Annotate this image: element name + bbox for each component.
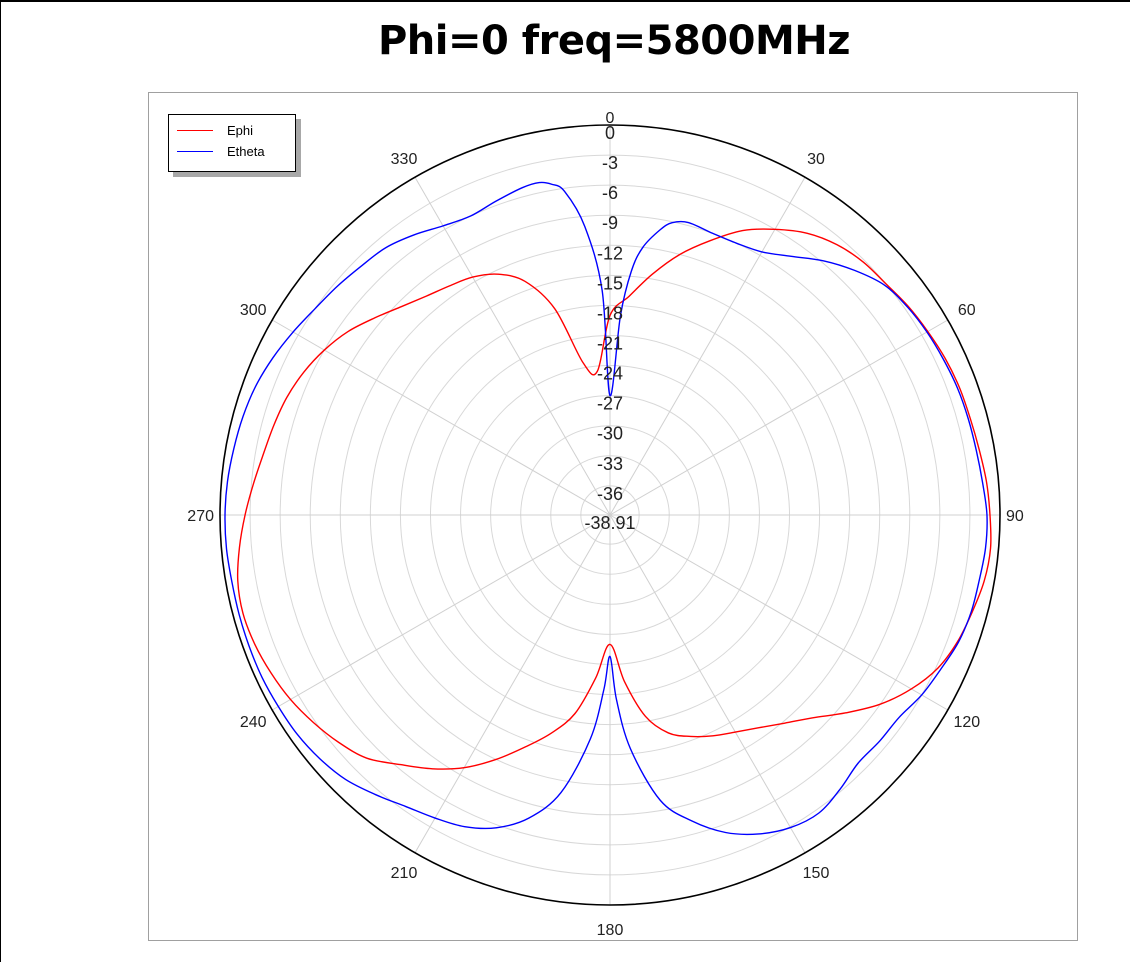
grid-spoke [609, 514, 806, 853]
grid-spoke [609, 177, 806, 516]
radial-tick-label: -9 [602, 213, 618, 233]
radial-tick-label: -33 [597, 454, 623, 474]
legend-label-ephi: Ephi [227, 122, 254, 138]
radial-tick-label: -27 [597, 394, 623, 414]
legend-item-ephi: Ephi [177, 121, 253, 139]
grid-spoke [414, 177, 611, 516]
grid-layer [219, 124, 1001, 906]
angle-tick-label: 30 [807, 151, 825, 168]
left-border-line [0, 0, 1, 962]
radial-tick-label: -3 [602, 153, 618, 173]
angle-tick-label: 240 [240, 714, 267, 731]
label-layer: 0 30 60 90 120 150 180 210 240 270 300 330 0 -3 -6 -9 -1… [187, 110, 1024, 939]
angle-tick-label: 300 [240, 302, 267, 319]
angle-tick-label: 150 [803, 865, 830, 882]
radial-tick-label: -30 [597, 424, 623, 444]
radial-tick-label: -24 [597, 364, 623, 384]
angle-tick-label: 330 [391, 151, 418, 168]
grid-spoke [609, 514, 948, 711]
angle-tick-label: 210 [391, 865, 418, 882]
angle-tick-label: 270 [187, 508, 214, 525]
angle-tick-label: 120 [953, 714, 980, 731]
grid-spoke [609, 319, 948, 516]
radial-tick-label: -6 [602, 183, 618, 203]
radial-tick-label: -18 [597, 303, 623, 323]
radial-tick-label: -21 [597, 333, 623, 353]
radial-tick-label: -15 [597, 273, 623, 293]
radial-tick-label: -38.91 [584, 513, 635, 533]
grid-spoke [272, 514, 611, 711]
angle-tick-label: 60 [958, 302, 976, 319]
radial-tick-label: -36 [597, 484, 623, 504]
chart-title: Phi=0 freq=5800MHz [377, 18, 851, 64]
angle-tick-label: 180 [597, 922, 624, 939]
radial-tick-label: 0 [605, 123, 615, 143]
top-border-line [0, 0, 1130, 2]
legend-item-etheta: Etheta [177, 142, 265, 160]
outer-ring [219, 124, 1001, 906]
grid-spoke [272, 319, 611, 516]
radial-tick-label: -12 [597, 243, 623, 263]
legend-label-etheta: Etheta [227, 143, 265, 159]
series-line-ephi [236, 228, 992, 770]
legend: Ephi Etheta [168, 114, 296, 172]
legend-swatch-etheta [177, 150, 213, 152]
grid-spoke [414, 514, 611, 853]
legend-swatch-ephi [177, 129, 213, 131]
series-line-etheta [224, 181, 988, 836]
angle-tick-label: 0 [606, 110, 615, 127]
angle-tick-label: 90 [1006, 508, 1024, 525]
series-layer [224, 181, 992, 836]
